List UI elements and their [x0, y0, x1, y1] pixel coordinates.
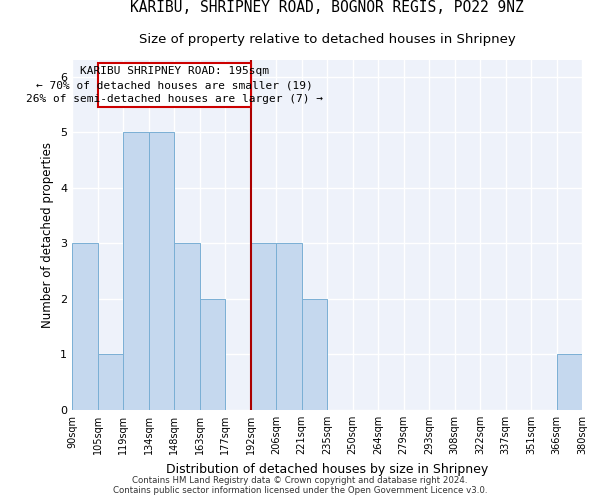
Bar — [149, 132, 174, 410]
X-axis label: Distribution of detached houses by size in Shripney: Distribution of detached houses by size … — [166, 462, 488, 475]
Bar — [72, 244, 97, 410]
Bar — [251, 244, 276, 410]
Bar — [199, 299, 225, 410]
Text: Contains HM Land Registry data © Crown copyright and database right 2024.
Contai: Contains HM Land Registry data © Crown c… — [113, 476, 487, 495]
Bar — [97, 354, 123, 410]
Bar — [557, 354, 582, 410]
Text: KARIBU SHRIPNEY ROAD: 195sqm
← 70% of detached houses are smaller (19)
26% of se: KARIBU SHRIPNEY ROAD: 195sqm ← 70% of de… — [25, 66, 323, 104]
Text: Size of property relative to detached houses in Shripney: Size of property relative to detached ho… — [139, 33, 515, 46]
Text: KARIBU, SHRIPNEY ROAD, BOGNOR REGIS, PO22 9NZ: KARIBU, SHRIPNEY ROAD, BOGNOR REGIS, PO2… — [130, 0, 524, 14]
FancyBboxPatch shape — [97, 63, 251, 107]
Bar — [276, 244, 302, 410]
Bar — [123, 132, 149, 410]
Bar — [302, 299, 327, 410]
Bar — [174, 244, 199, 410]
Y-axis label: Number of detached properties: Number of detached properties — [41, 142, 55, 328]
